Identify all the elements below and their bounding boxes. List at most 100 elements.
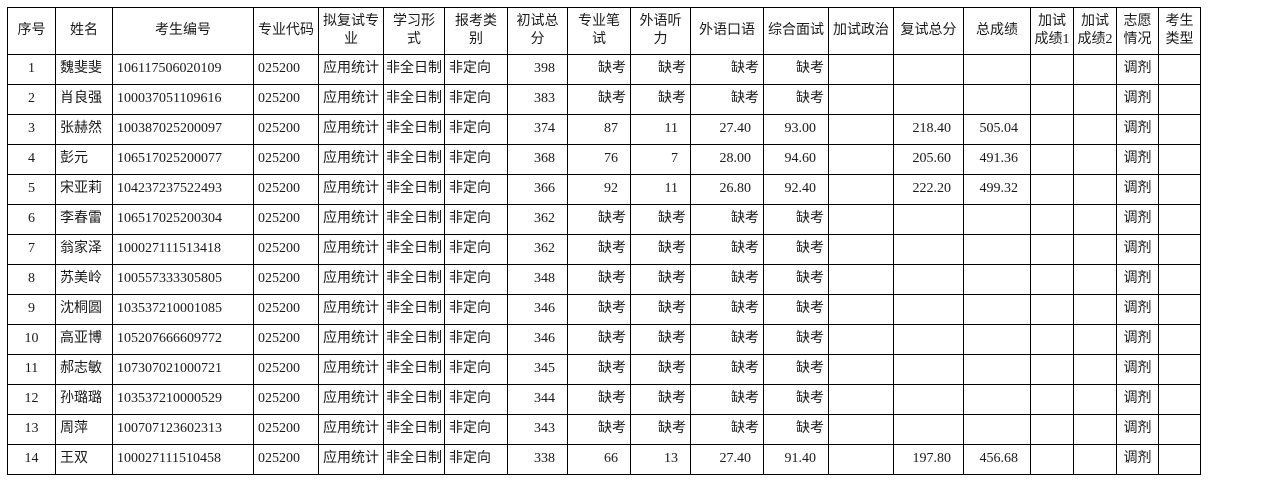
cell-written-test: 缺考 xyxy=(567,84,631,115)
cell-politics-test xyxy=(828,114,894,145)
cell-extra-score-1 xyxy=(1030,204,1074,235)
column-header-written-test: 专业笔 试 xyxy=(567,7,631,55)
cell-index: 8 xyxy=(7,264,56,295)
cell-politics-test xyxy=(828,54,894,85)
cell-interview: 缺考 xyxy=(763,354,829,385)
column-header-candidate-id: 考生编号 xyxy=(112,7,254,55)
cell-study-form: 非全日制 xyxy=(383,54,445,85)
cell-listening: 缺考 xyxy=(630,414,691,445)
cell-volunteer-status: 调剂 xyxy=(1116,54,1159,85)
admission-results-table: 序号 姓名 考生编号 专业代码 拟复试专 业学习形 式报考类 别初试总 分专业笔 试外语… xyxy=(7,7,1201,475)
cell-written-test: 缺考 xyxy=(567,414,631,445)
cell-initial-total: 345 xyxy=(507,354,568,385)
cell-speaking: 27.40 xyxy=(690,444,764,475)
cell-interview: 93.00 xyxy=(763,114,829,145)
cell-written-test: 66 xyxy=(567,444,631,475)
cell-extra-score-1 xyxy=(1030,294,1074,325)
cell-extra-score-2 xyxy=(1073,204,1117,235)
cell-candidate-id: 100027111510458 xyxy=(112,444,254,475)
cell-politics-test xyxy=(828,174,894,205)
cell-major-code: 025200 xyxy=(253,54,319,85)
cell-final-total xyxy=(963,294,1031,325)
cell-interview: 缺考 xyxy=(763,234,829,265)
cell-name: 肖良强 xyxy=(55,84,113,115)
cell-candidate-type xyxy=(1158,114,1201,145)
cell-volunteer-status: 调剂 xyxy=(1116,234,1159,265)
cell-listening: 7 xyxy=(630,144,691,175)
column-header-final-total: 总成绩 xyxy=(963,7,1031,55)
column-header-volunteer-status: 志愿 情况 xyxy=(1116,7,1159,55)
cell-initial-total: 374 xyxy=(507,114,568,145)
cell-final-total: 505.04 xyxy=(963,114,1031,145)
cell-study-form: 非全日制 xyxy=(383,114,445,145)
cell-major-code: 025200 xyxy=(253,174,319,205)
cell-speaking: 缺考 xyxy=(690,294,764,325)
cell-candidate-id: 107307021000721 xyxy=(112,354,254,385)
cell-final-total xyxy=(963,324,1031,355)
cell-candidate-type xyxy=(1158,324,1201,355)
cell-candidate-type xyxy=(1158,144,1201,175)
table-row: 5 宋亚莉 104237237522493 025200 应用统计 非全日制 非定向 366 9… xyxy=(7,174,1201,205)
cell-apply-category: 非定向 xyxy=(444,444,508,475)
cell-retest-major: 应用统计 xyxy=(318,84,384,115)
table-row: 10 高亚博 105207666609772 025200 应用统计 非全日制 非定向 346… xyxy=(7,324,1201,355)
cell-politics-test xyxy=(828,234,894,265)
cell-name: 李春雷 xyxy=(55,204,113,235)
cell-final-total xyxy=(963,84,1031,115)
cell-study-form: 非全日制 xyxy=(383,204,445,235)
cell-retest-total xyxy=(893,204,964,235)
cell-final-total: 456.68 xyxy=(963,444,1031,475)
cell-volunteer-status: 调剂 xyxy=(1116,444,1159,475)
cell-extra-score-2 xyxy=(1073,174,1117,205)
cell-final-total xyxy=(963,354,1031,385)
cell-volunteer-status: 调剂 xyxy=(1116,84,1159,115)
cell-name: 周萍 xyxy=(55,414,113,445)
cell-index: 4 xyxy=(7,144,56,175)
cell-interview: 缺考 xyxy=(763,384,829,415)
column-header-retest-major: 拟复试专 业 xyxy=(318,7,384,55)
cell-interview: 缺考 xyxy=(763,294,829,325)
column-header-politics-test: 加试政治 xyxy=(828,7,894,55)
cell-apply-category: 非定向 xyxy=(444,354,508,385)
cell-name: 张赫然 xyxy=(55,114,113,145)
cell-major-code: 025200 xyxy=(253,204,319,235)
column-header-apply-category: 报考类 别 xyxy=(444,7,508,55)
cell-candidate-type xyxy=(1158,84,1201,115)
cell-extra-score-1 xyxy=(1030,114,1074,145)
cell-name: 翁家泽 xyxy=(55,234,113,265)
cell-final-total xyxy=(963,234,1031,265)
cell-listening: 缺考 xyxy=(630,234,691,265)
cell-major-code: 025200 xyxy=(253,324,319,355)
cell-initial-total: 366 xyxy=(507,174,568,205)
cell-retest-total: 218.40 xyxy=(893,114,964,145)
cell-final-total: 499.32 xyxy=(963,174,1031,205)
column-header-index: 序号 xyxy=(7,7,56,55)
cell-speaking: 缺考 xyxy=(690,84,764,115)
cell-study-form: 非全日制 xyxy=(383,354,445,385)
cell-apply-category: 非定向 xyxy=(444,414,508,445)
cell-extra-score-2 xyxy=(1073,444,1117,475)
cell-extra-score-1 xyxy=(1030,54,1074,85)
cell-apply-category: 非定向 xyxy=(444,174,508,205)
table-header: 序号 姓名 考生编号 专业代码 拟复试专 业学习形 式报考类 别初试总 分专业笔 试外语… xyxy=(7,7,1201,55)
cell-retest-total: 222.20 xyxy=(893,174,964,205)
cell-study-form: 非全日制 xyxy=(383,144,445,175)
table-row: 7 翁家泽 100027111513418 025200 应用统计 非全日制 非定向 362 缺… xyxy=(7,234,1201,265)
cell-index: 9 xyxy=(7,294,56,325)
cell-extra-score-2 xyxy=(1073,294,1117,325)
cell-politics-test xyxy=(828,384,894,415)
table-row: 6 李春雷 106517025200304 025200 应用统计 非全日制 非定向 362 缺… xyxy=(7,204,1201,235)
cell-apply-category: 非定向 xyxy=(444,324,508,355)
cell-final-total xyxy=(963,414,1031,445)
cell-written-test: 76 xyxy=(567,144,631,175)
cell-retest-total xyxy=(893,54,964,85)
cell-extra-score-1 xyxy=(1030,354,1074,385)
cell-index: 2 xyxy=(7,84,56,115)
cell-index: 7 xyxy=(7,234,56,265)
cell-name: 王双 xyxy=(55,444,113,475)
cell-extra-score-1 xyxy=(1030,264,1074,295)
cell-retest-total xyxy=(893,294,964,325)
cell-retest-major: 应用统计 xyxy=(318,54,384,85)
cell-candidate-id: 103537210000529 xyxy=(112,384,254,415)
column-header-candidate-type: 考生 类型 xyxy=(1158,7,1201,55)
